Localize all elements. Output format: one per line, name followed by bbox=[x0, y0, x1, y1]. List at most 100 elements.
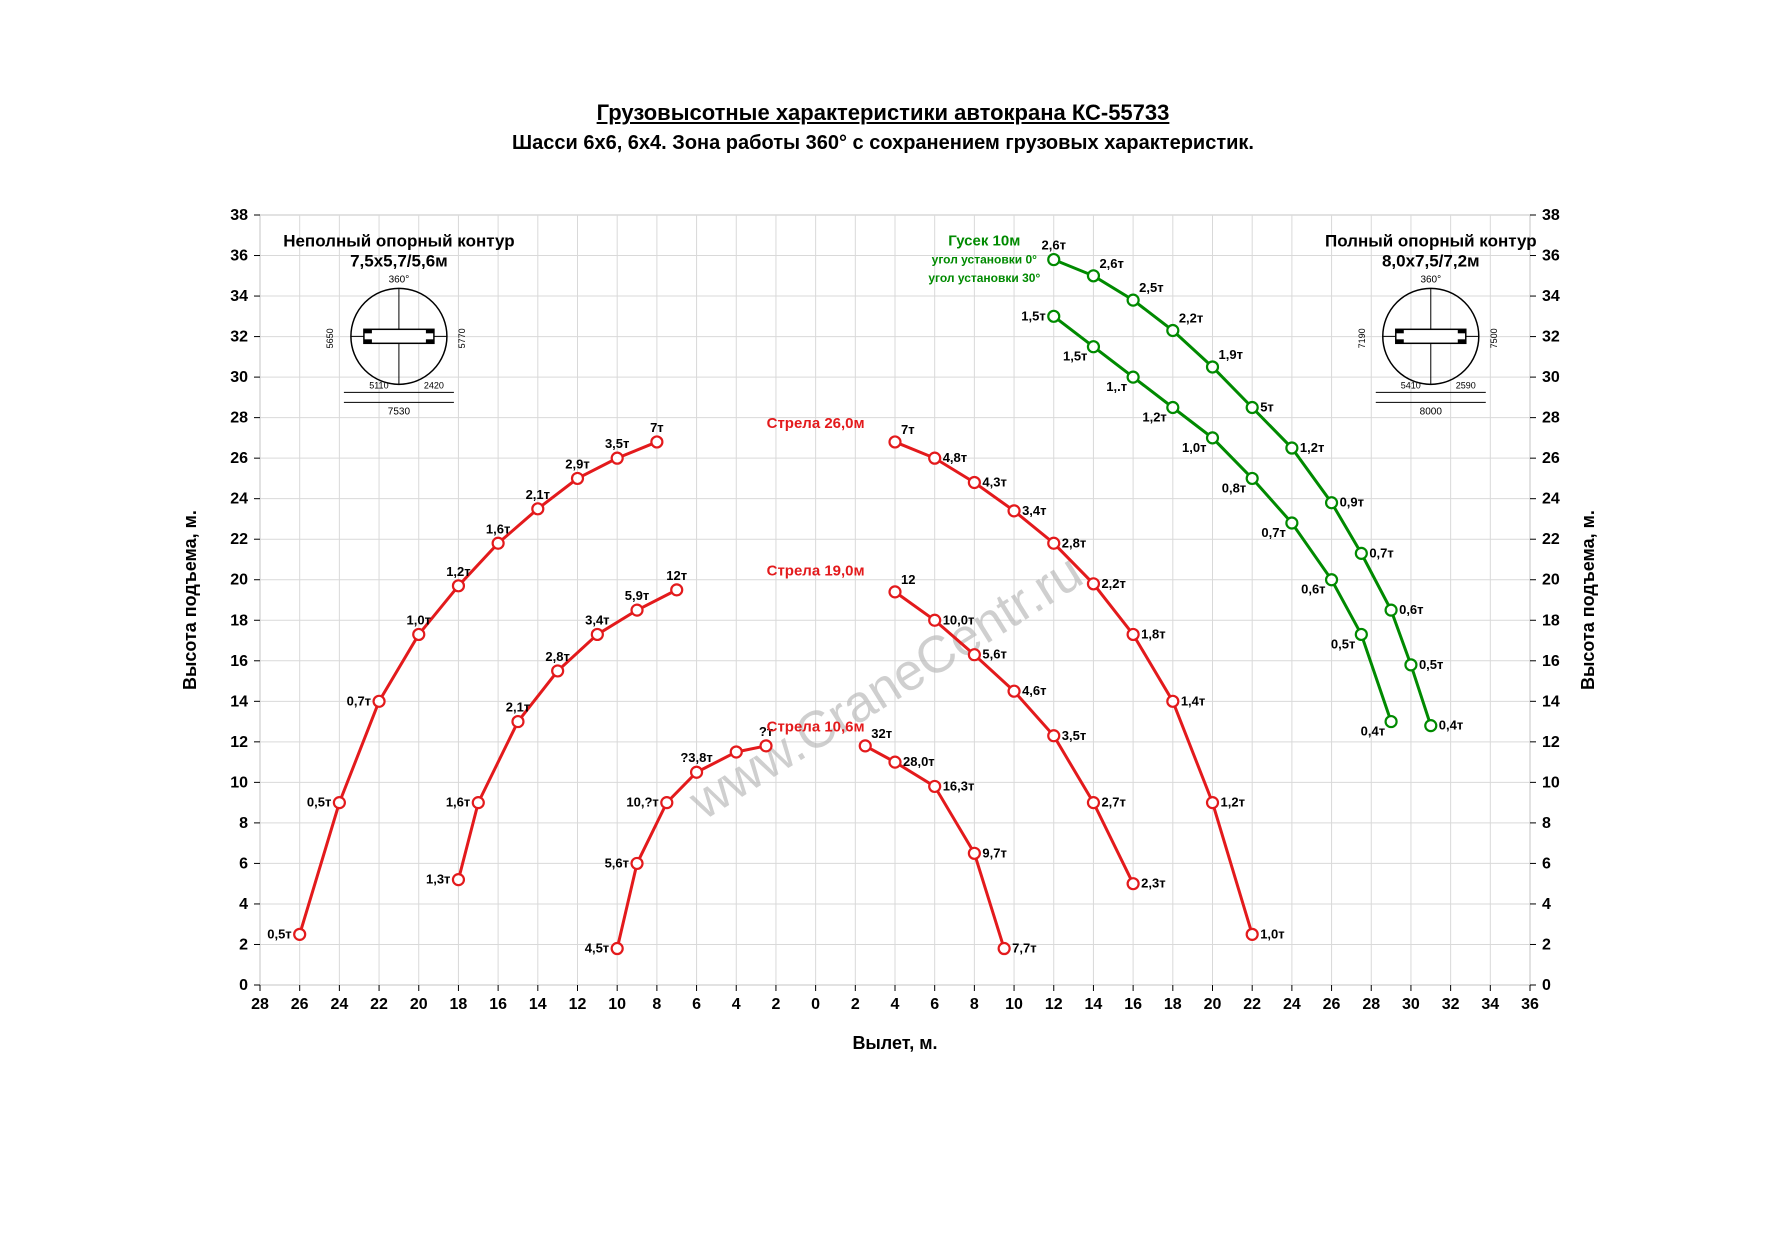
curve-label: угол установки 30° bbox=[928, 271, 1040, 285]
svg-text:28: 28 bbox=[251, 996, 269, 1013]
point bbox=[1009, 505, 1020, 516]
point bbox=[1405, 659, 1416, 670]
point-label: 2,8т bbox=[545, 649, 569, 664]
right-block-dims: 8,0х7,5/7,2м bbox=[1382, 251, 1480, 270]
svg-text:6: 6 bbox=[1542, 855, 1551, 872]
point-label: 2,5т bbox=[1139, 280, 1163, 295]
point-label: 3,4т bbox=[585, 612, 609, 627]
point bbox=[1048, 254, 1059, 265]
point bbox=[453, 580, 464, 591]
point-label: 0,8т bbox=[1222, 480, 1246, 495]
svg-text:24: 24 bbox=[1542, 491, 1560, 508]
svg-text:38: 38 bbox=[1542, 207, 1560, 224]
svg-text:32: 32 bbox=[1442, 996, 1460, 1013]
svg-text:18: 18 bbox=[230, 612, 248, 629]
svg-text:30: 30 bbox=[1542, 369, 1560, 386]
svg-text:2: 2 bbox=[239, 936, 248, 953]
point-label: 4,6т bbox=[1022, 683, 1046, 698]
point-label: 7,7т bbox=[1012, 941, 1036, 956]
svg-text:12: 12 bbox=[569, 996, 587, 1013]
point bbox=[890, 757, 901, 768]
point-label: 2,1т bbox=[526, 487, 550, 502]
point bbox=[473, 797, 484, 808]
point bbox=[1009, 686, 1020, 697]
svg-text:20: 20 bbox=[1204, 996, 1222, 1013]
svg-text:2590: 2590 bbox=[1456, 380, 1476, 390]
point-label: 1,.т bbox=[1106, 379, 1127, 394]
svg-text:38: 38 bbox=[230, 207, 248, 224]
point-label: 2,7т bbox=[1101, 795, 1125, 810]
point bbox=[552, 665, 563, 676]
point bbox=[1048, 311, 1059, 322]
svg-text:14: 14 bbox=[1542, 693, 1560, 710]
svg-text:12: 12 bbox=[230, 734, 248, 751]
curve-left_19m bbox=[458, 590, 676, 880]
svg-text:12: 12 bbox=[1045, 996, 1063, 1013]
point-label: 32т bbox=[871, 726, 892, 741]
svg-text:32: 32 bbox=[1542, 329, 1560, 346]
point bbox=[1326, 497, 1337, 508]
svg-text:18: 18 bbox=[450, 996, 468, 1013]
svg-text:5110: 5110 bbox=[369, 380, 388, 390]
point bbox=[1048, 538, 1059, 549]
point bbox=[1247, 402, 1258, 413]
point bbox=[691, 767, 702, 778]
point-label: 1,4т bbox=[1181, 693, 1205, 708]
left-block-angle: 360° bbox=[389, 274, 410, 285]
point bbox=[1088, 578, 1099, 589]
point bbox=[294, 929, 305, 940]
point bbox=[1088, 270, 1099, 281]
point bbox=[1207, 797, 1218, 808]
point-label: 1,2т bbox=[446, 564, 470, 579]
point bbox=[1286, 518, 1297, 529]
point-label: 1,2т bbox=[1300, 440, 1324, 455]
svg-text:16: 16 bbox=[1542, 653, 1560, 670]
point bbox=[592, 629, 603, 640]
svg-text:5650: 5650 bbox=[325, 328, 335, 348]
point bbox=[1247, 929, 1258, 940]
point bbox=[929, 781, 940, 792]
point bbox=[1128, 372, 1139, 383]
point bbox=[493, 538, 504, 549]
point bbox=[1286, 443, 1297, 454]
point bbox=[1167, 696, 1178, 707]
point-label: 4,5т bbox=[585, 941, 609, 956]
point bbox=[890, 586, 901, 597]
right-block-angle: 360° bbox=[1420, 274, 1441, 285]
point bbox=[1386, 716, 1397, 727]
point-label: 0,5т bbox=[1419, 657, 1443, 672]
point bbox=[632, 605, 643, 616]
svg-text:5770: 5770 bbox=[457, 328, 467, 348]
svg-text:2: 2 bbox=[771, 996, 780, 1013]
svg-text:12: 12 bbox=[1542, 734, 1560, 751]
curve-right_26m bbox=[895, 442, 1252, 934]
curve-label: угол установки 0° bbox=[932, 253, 1037, 267]
svg-text:4: 4 bbox=[891, 996, 900, 1013]
point bbox=[1167, 402, 1178, 413]
point bbox=[1048, 730, 1059, 741]
svg-text:28: 28 bbox=[1362, 996, 1380, 1013]
svg-text:18: 18 bbox=[1164, 996, 1182, 1013]
point bbox=[632, 858, 643, 869]
svg-text:30: 30 bbox=[1402, 996, 1420, 1013]
left-block-title: Неполный опорный контур bbox=[283, 231, 514, 250]
point-label: 0,7т bbox=[347, 693, 371, 708]
point-label: 2,2т bbox=[1101, 576, 1125, 591]
point-label: 1,2т bbox=[1221, 795, 1245, 810]
svg-text:14: 14 bbox=[230, 693, 248, 710]
point bbox=[1356, 629, 1367, 640]
right-block-title: Полный опорный контур bbox=[1325, 231, 1537, 250]
point-label: 5,6т bbox=[982, 647, 1006, 662]
curve-label: Стрела 19,0м bbox=[767, 563, 865, 580]
curve-left_26m bbox=[300, 442, 657, 934]
point-label: 0,7т bbox=[1261, 525, 1285, 540]
point-label: 3,5т bbox=[1062, 728, 1086, 743]
svg-text:20: 20 bbox=[410, 996, 428, 1013]
svg-text:24: 24 bbox=[1283, 996, 1301, 1013]
svg-text:2: 2 bbox=[1542, 936, 1551, 953]
point bbox=[1326, 574, 1337, 585]
point-label: 5,6т bbox=[605, 855, 629, 870]
svg-text:8: 8 bbox=[239, 815, 248, 832]
svg-text:16: 16 bbox=[489, 996, 507, 1013]
svg-text:4: 4 bbox=[1542, 896, 1551, 913]
